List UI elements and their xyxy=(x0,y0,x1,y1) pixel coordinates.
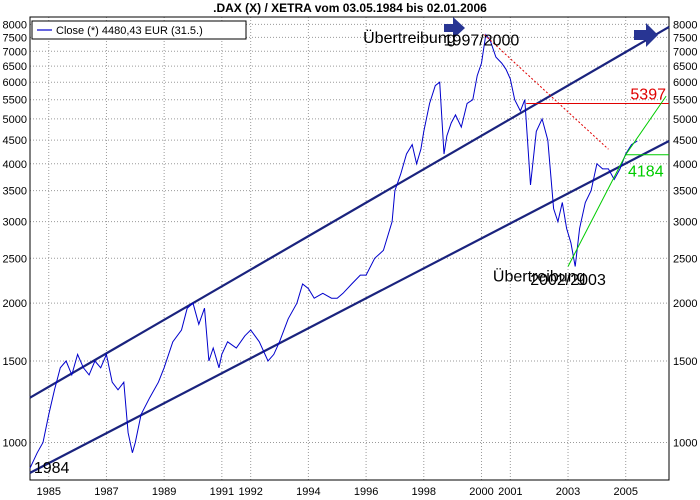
x-tick-label: 1987 xyxy=(94,486,118,498)
y-tick-label-left: 4000 xyxy=(3,159,27,171)
y-tick-label-right: 4500 xyxy=(673,135,697,147)
y-tick-label-right: 3500 xyxy=(673,186,697,198)
y-tick-label-left: 5000 xyxy=(3,114,27,126)
y-tick-label-left: 6500 xyxy=(3,61,27,73)
series-line-close xyxy=(29,33,638,469)
grid-layer xyxy=(29,16,670,481)
x-tick-labels: 1985 1987 1989 1991 1992 1994 1996 1998 2000 2001… xyxy=(37,486,638,498)
annotation-text: 2002/2003 xyxy=(530,272,606,289)
arrow-right-icon-edge xyxy=(634,23,658,47)
x-tick-label: 1989 xyxy=(152,486,176,498)
y-tick-label-left: 8000 xyxy=(3,19,27,31)
x-tick-label: 2003 xyxy=(556,486,580,498)
x-tick-label: 1998 xyxy=(412,486,436,498)
arrow-right-icon-top xyxy=(444,17,465,39)
y-tick-label-left: 6000 xyxy=(3,77,27,89)
y-tick-label-right: 2000 xyxy=(673,298,697,310)
trend-channel xyxy=(29,25,670,474)
legend-box xyxy=(31,20,247,40)
support-value-label: 4184 xyxy=(628,164,664,181)
legend: Close (*) 4480,43 EUR (31.5.) xyxy=(31,20,247,40)
plot-frame xyxy=(29,16,670,481)
x-tick-label: 2000 xyxy=(469,486,493,498)
support-trend-extension xyxy=(625,95,667,156)
annotation-layer: Übertreibung1997/2000Übertreibung2002/20… xyxy=(34,29,606,477)
y-tick-label-left: 7000 xyxy=(3,46,27,58)
y-tick-label-left: 1500 xyxy=(3,356,27,368)
resistance-value-label: 5397 xyxy=(630,87,666,104)
y-tick-label-left: 1000 xyxy=(3,438,27,450)
x-tick-label: 1994 xyxy=(296,486,320,498)
y-tick-label-right: 8000 xyxy=(673,19,697,31)
annotation-text: Übertreibung xyxy=(363,29,456,47)
legend-label: Close (*) 4480,43 EUR (31.5.) xyxy=(56,25,203,37)
y-tick-label-left: 2500 xyxy=(3,253,27,265)
y-tick-label-right: 6000 xyxy=(673,77,697,89)
annotation-text: 1997/2000 xyxy=(444,33,520,50)
overlay-layer: 5397 4184 xyxy=(444,17,669,267)
x-tick-label: 2005 xyxy=(613,486,637,498)
y-tick-label-right: 3000 xyxy=(673,217,697,229)
support-trendline xyxy=(567,154,627,267)
y-tick-label-right: 5000 xyxy=(673,114,697,126)
channel-upper-line xyxy=(29,25,670,399)
x-tick-label: 1992 xyxy=(238,486,262,498)
y-tick-label-right: 2500 xyxy=(673,253,697,265)
annotation-text: 1984 xyxy=(34,460,70,477)
y-tick-label-left: 3500 xyxy=(3,186,27,198)
annotation-text: Übertreibung xyxy=(493,267,586,285)
y-tick-label-left: 2000 xyxy=(3,298,27,310)
resistance-trendline-dotted xyxy=(484,34,609,150)
x-tick-label: 1985 xyxy=(37,486,61,498)
chart-title: .DAX (X) / XETRA vom 03.05.1984 bis 02.0… xyxy=(213,1,487,15)
y-tick-label-left: 3000 xyxy=(3,217,27,229)
y-tick-label-right: 4000 xyxy=(673,159,697,171)
y-tick-label-left: 4500 xyxy=(3,135,27,147)
y-tick-label-left: 5500 xyxy=(3,95,27,107)
series-layer xyxy=(29,33,638,469)
y-tick-label-right: 6500 xyxy=(673,61,697,73)
y-tick-label-right: 7000 xyxy=(673,46,697,58)
y-tick-label-right: 7500 xyxy=(673,32,697,44)
y-tick-label-left: 7500 xyxy=(3,32,27,44)
y-tick-label-right: 1000 xyxy=(673,438,697,450)
channel-lower-line xyxy=(29,140,670,474)
x-tick-label: 1996 xyxy=(354,486,378,498)
x-tick-label: 2001 xyxy=(498,486,522,498)
y-tick-label-right: 5500 xyxy=(673,95,697,107)
y-tick-labels: 1000 1000 1500 1500 2000 2000 2500 2500 3000 3000… xyxy=(3,19,698,449)
y-tick-label-right: 1500 xyxy=(673,356,697,368)
x-tick-label: 1991 xyxy=(210,486,234,498)
